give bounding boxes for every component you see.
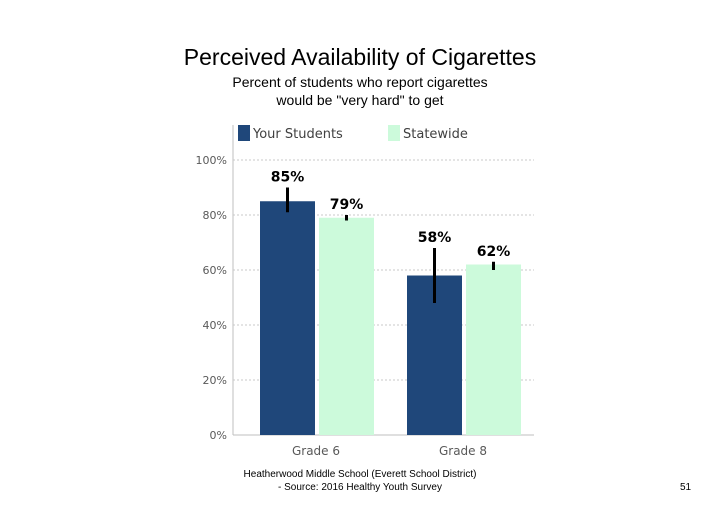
- subtitle-line-1: Percent of students who report cigarette…: [232, 74, 488, 90]
- x-tick-label: Grade 6: [292, 444, 340, 458]
- legend-label: Your Students: [252, 127, 343, 142]
- bar-1-1: [466, 264, 521, 435]
- chart-subtitle: Percent of students who report cigarette…: [0, 73, 720, 109]
- chart-title: Perceived Availability of Cigarettes: [183, 44, 537, 70]
- y-tick-label: 20%: [203, 374, 227, 387]
- data-label: 85%: [271, 170, 305, 186]
- legend-swatch-1: [388, 125, 400, 141]
- y-tick-label: 60%: [203, 264, 227, 277]
- y-tick-label: 0%: [210, 429, 227, 442]
- footer-source: Heatherwood Middle School (Everett Schoo…: [200, 468, 520, 494]
- bar-1-0: [319, 217, 374, 435]
- subtitle-line-2: would be "very hard" to get: [276, 92, 444, 108]
- data-label: 62%: [477, 244, 511, 260]
- y-tick-label: 80%: [203, 209, 227, 222]
- bar-0-0: [260, 201, 315, 435]
- legend-label: Statewide: [403, 127, 468, 142]
- x-tick-label: Grade 8: [439, 444, 487, 458]
- page-number: 51: [680, 482, 692, 493]
- y-tick-label: 100%: [196, 154, 227, 167]
- data-label: 58%: [418, 230, 452, 246]
- data-label: 79%: [330, 197, 364, 213]
- legend-swatch-0: [238, 125, 250, 141]
- footer-line-1: Heatherwood Middle School (Everett Schoo…: [243, 469, 477, 480]
- footer-line-2: - Source: 2016 Healthy Youth Survey: [278, 482, 442, 493]
- y-tick-label: 40%: [203, 319, 227, 332]
- bar-chart: 0% 20% 40% 60% 80% 100% Your Students Statewide…: [196, 125, 534, 458]
